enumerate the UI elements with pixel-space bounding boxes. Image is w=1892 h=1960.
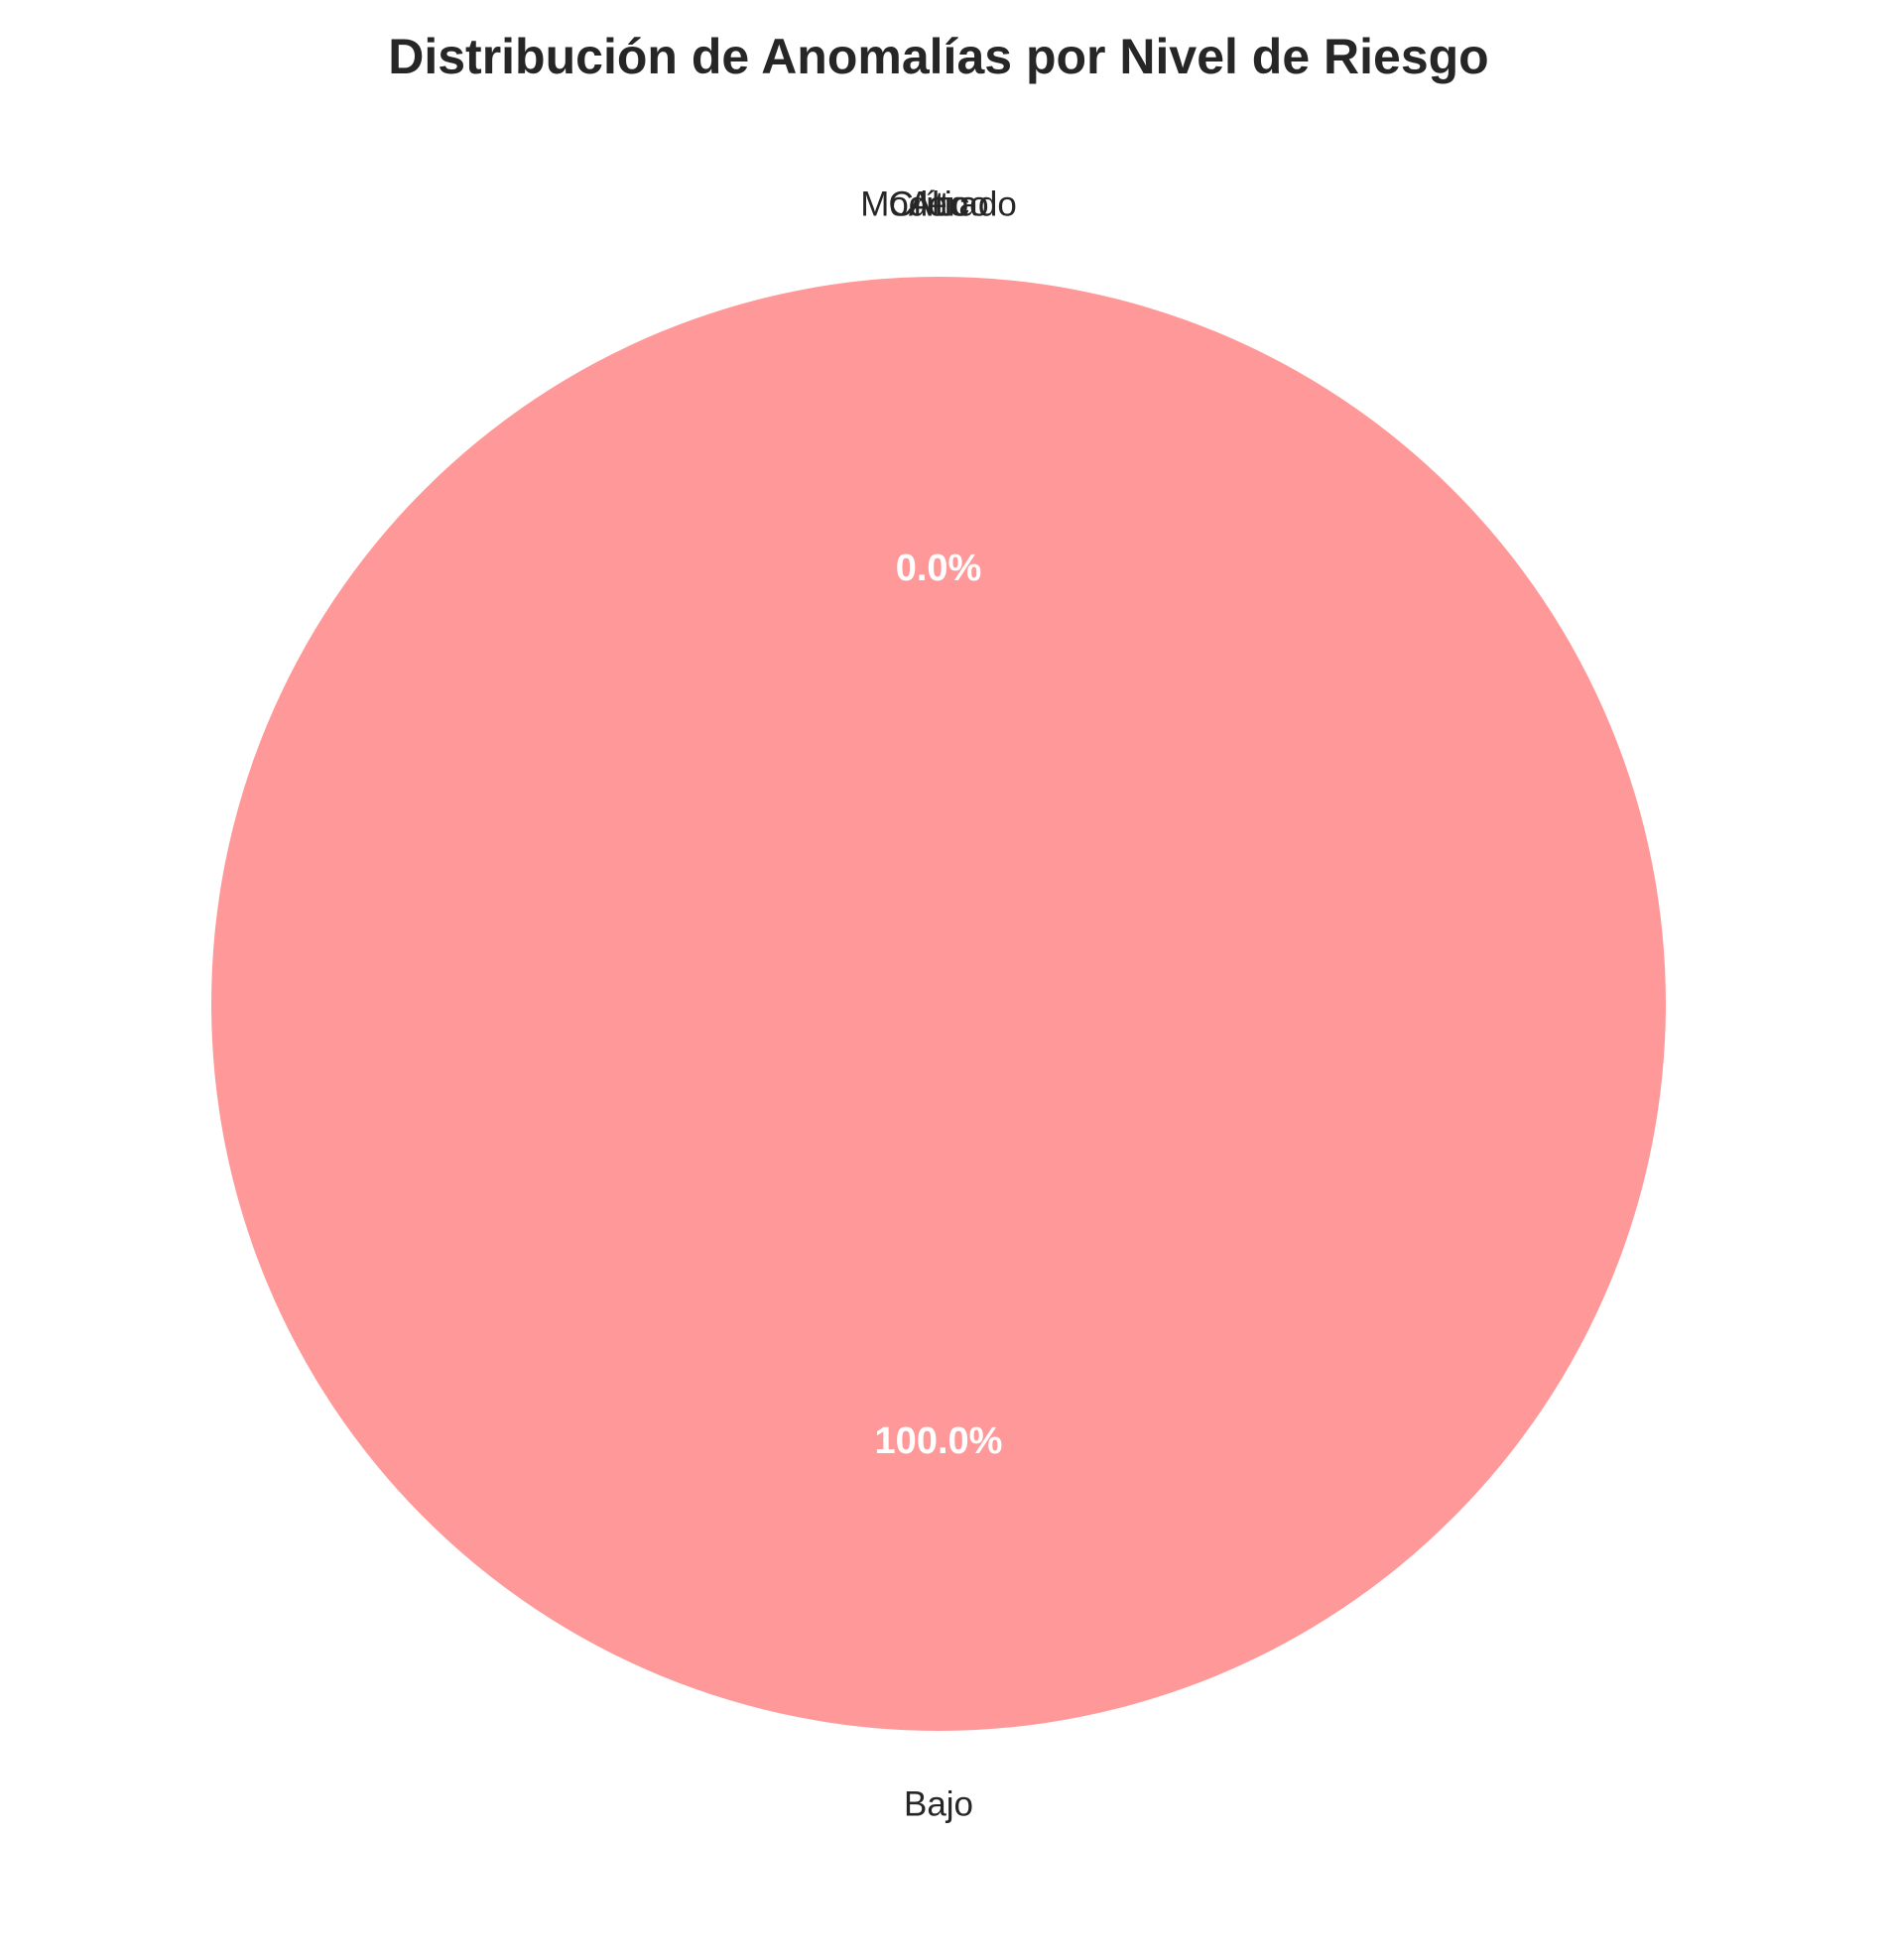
pie-slices xyxy=(211,277,1666,1731)
slice-label-alto: Alto xyxy=(909,185,968,224)
slice-label-critico: Crítico xyxy=(888,185,988,224)
chart-title: Distribución de Anomalías por Nivel de R… xyxy=(388,29,1488,84)
pct-label-alto: 0.0% xyxy=(896,548,982,589)
slice-label-bajo: Bajo xyxy=(904,1784,973,1823)
pct-label-bajo: 100.0% xyxy=(875,1420,1003,1462)
pie-slice-bajo xyxy=(211,277,1666,1731)
slice-label-moderado: Moderado xyxy=(860,185,1017,224)
